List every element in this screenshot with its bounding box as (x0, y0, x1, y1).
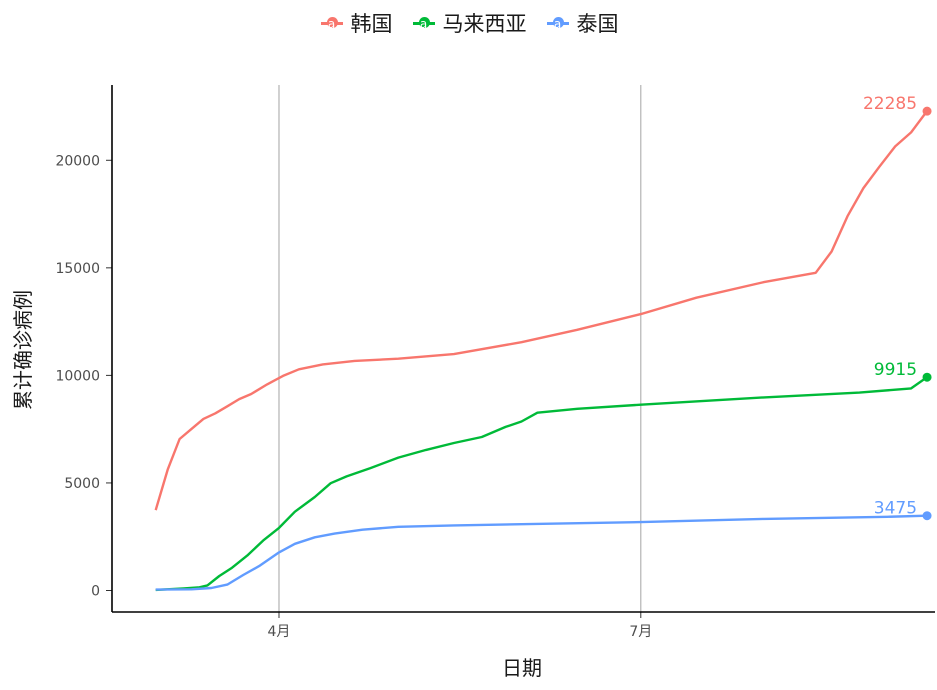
legend-key-dot (326, 17, 338, 28)
y-tick-label: 5000 (64, 476, 100, 492)
legend-label-thailand: 泰国 (576, 12, 619, 36)
axes: 4月 7月 0 5000 10000 15000 20000 (55, 85, 935, 640)
legend: a 韩国 a 马来西亚 a 泰国 (0, 8, 937, 38)
end-point (922, 511, 932, 521)
series-lines (154, 106, 932, 592)
legend-key-text-glyph: a (553, 17, 562, 31)
legend-key-dot (552, 17, 564, 28)
y-tick-label: 15000 (55, 261, 100, 277)
end-point (922, 372, 932, 382)
legend-item-korea: a 韩国 (319, 8, 393, 38)
x-tick-label: 7月 (629, 624, 652, 640)
legend-label-malaysia: 马来西亚 (442, 12, 527, 36)
legend-label-korea: 韩国 (350, 12, 393, 36)
end-value-label: 9915 (874, 360, 917, 380)
series-line (155, 514, 928, 591)
legend-item-malaysia: a 马来西亚 (411, 8, 527, 38)
end-point (922, 106, 932, 116)
legend-key-text-glyph: a (419, 17, 428, 31)
y-tick-label: 0 (91, 583, 100, 599)
y-tick-label: 10000 (55, 368, 100, 384)
end-labels: 22285 9915 3475 (863, 94, 917, 519)
legend-key-text-glyph: a (327, 17, 336, 31)
legend-key-icon: a (319, 10, 345, 36)
y-axis-title: 累计确诊病例 (11, 290, 35, 410)
series-line (154, 110, 928, 511)
legend-key-icon: a (545, 10, 571, 36)
y-tick-label: 20000 (55, 153, 100, 169)
end-value-label: 22285 (863, 94, 917, 114)
legend-key-dot (418, 17, 430, 28)
gridlines (278, 85, 642, 612)
end-value-label: 3475 (874, 499, 917, 519)
legend-key-icon: a (411, 10, 437, 36)
x-tick-label: 4月 (268, 624, 291, 640)
x-axis-title: 日期 (502, 656, 542, 680)
series-line (155, 376, 928, 592)
legend-item-thailand: a 泰国 (545, 8, 619, 38)
